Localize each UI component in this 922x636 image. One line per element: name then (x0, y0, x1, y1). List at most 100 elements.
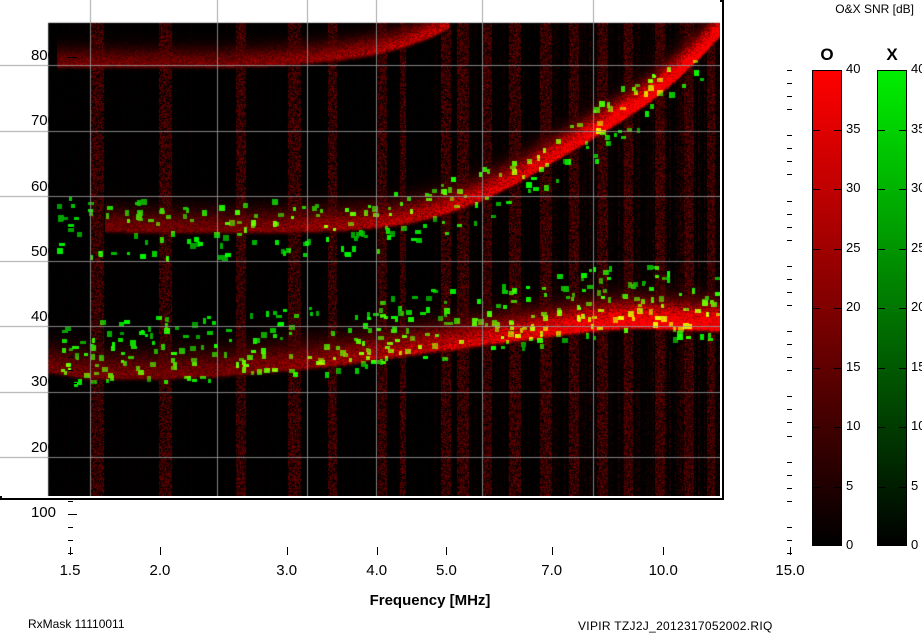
x-tick-label: 4.0 (366, 562, 388, 579)
colorbar-tick-label: 30 (846, 180, 861, 195)
y-tick-minor (787, 553, 792, 554)
y-tick-minor (787, 396, 792, 398)
colorbar-tick (812, 189, 820, 190)
y-tick-minor (68, 291, 73, 293)
y-tick-major (68, 448, 77, 450)
colorbar-tick (812, 308, 820, 309)
y-tick-minor (68, 174, 73, 176)
ionogram-plot[interactable] (0, 0, 724, 500)
y-tick-minor (787, 161, 792, 163)
colorbar-tick-label: 0 (846, 537, 854, 552)
colorbar-tick (899, 308, 907, 309)
colorbar-tick (899, 129, 907, 131)
y-tick-label: 500 (30, 242, 56, 260)
x-axis-label: Frequency [MHz] (369, 592, 491, 609)
y-tick-minor (68, 500, 73, 502)
y-tick-label: 100 (30, 503, 56, 521)
y-tick-minor (68, 213, 73, 215)
y-tick-minor (68, 161, 73, 163)
colorbar-tick (877, 189, 885, 190)
x-tick-major (159, 547, 161, 555)
colorbar-tick-label: 40 (911, 61, 922, 76)
y-tick-minor (787, 539, 792, 541)
colorbar-tick (812, 367, 820, 369)
y-tick-label: 300 (30, 373, 56, 391)
colorbar-tick-label: 15 (846, 358, 861, 374)
y-tick-minor (68, 305, 73, 306)
y-tick-minor (787, 500, 792, 502)
y-tick-minor (68, 344, 73, 346)
y-tick-major (68, 187, 77, 189)
y-tick-minor (68, 526, 73, 528)
colorbar-tick (834, 248, 842, 250)
y-tick-major (68, 513, 77, 515)
y-tick-minor (787, 174, 792, 176)
y-tick-minor (68, 396, 73, 398)
colorbar-tick-label: 20 (846, 299, 861, 314)
colorbar-tick (834, 427, 842, 428)
y-tick-minor (68, 265, 73, 267)
y-tick-minor (68, 422, 73, 424)
colorbar-tick-label: 5 (911, 477, 919, 493)
y-tick-major (68, 318, 77, 320)
colorbar-tick-label: 20 (911, 299, 922, 314)
colorbar-tick-label: 25 (911, 239, 922, 255)
colorbar-tick (834, 486, 842, 488)
colorbar-title-x: X (886, 45, 898, 64)
colorbar-tick (834, 129, 842, 131)
colorbar-tick-label: 30 (911, 180, 922, 195)
colorbar-tick (812, 248, 820, 250)
y-tick-label: 800 (30, 47, 56, 64)
colorbar-tick (899, 486, 907, 488)
y-tick-minor (68, 487, 73, 489)
y-tick-minor (787, 265, 792, 267)
y-tick-minor (787, 461, 792, 463)
y-tick-major (68, 122, 77, 124)
colorbar-tick-label: 10 (911, 418, 922, 433)
colorbar-tick-label: 0 (911, 537, 919, 552)
y-tick-label: 700 (30, 112, 56, 130)
y-tick-minor (68, 409, 73, 411)
y-tick-minor (787, 474, 792, 476)
y-tick-minor (787, 409, 792, 411)
y-tick-minor (787, 487, 792, 489)
y-tick-minor (787, 70, 792, 72)
colorbar-tick-label: 25 (846, 239, 861, 255)
y-tick-minor (787, 109, 792, 111)
x-tick-label: 5.0 (436, 562, 457, 579)
y-tick-minor (787, 213, 792, 215)
x-tick-label: 3.0 (276, 562, 298, 579)
y-tick-minor (68, 331, 73, 333)
colorbar-header-label: O&X SNR [dB] (835, 2, 914, 16)
y-tick-minor (787, 226, 792, 228)
colorbar-tick (899, 427, 907, 428)
y-tick-label: 600 (30, 177, 56, 195)
colorbar-tick-label: 5 (846, 477, 854, 493)
colorbar-tick-label: 40 (846, 61, 861, 76)
y-tick-minor (68, 435, 73, 437)
colorbar-tick (812, 427, 820, 428)
x-tick-label: 1.5 (59, 562, 81, 579)
y-tick-minor (68, 226, 73, 228)
y-tick-minor (68, 357, 73, 359)
ionogram-canvas (0, 0, 720, 496)
colorbar-tick (877, 248, 885, 250)
y-tick-minor (787, 83, 792, 85)
y-tick-minor (787, 148, 792, 150)
colorbar-tick (899, 367, 907, 369)
x-tick-label: 15.0 (775, 562, 805, 579)
x-tick-major (446, 547, 448, 555)
colorbar-tick (812, 129, 820, 131)
y-tick-label: 400 (30, 308, 56, 326)
y-tick-minor (787, 278, 792, 280)
x-tick-major (551, 547, 553, 555)
y-tick-minor (68, 96, 73, 98)
y-tick-minor (787, 357, 792, 359)
y-tick-minor (787, 422, 792, 424)
y-tick-minor (68, 461, 73, 463)
colorbar-tick (834, 308, 842, 309)
colorbar-tick (877, 427, 885, 428)
y-tick-minor (787, 96, 792, 98)
y-tick-minor (787, 305, 792, 306)
y-tick-major (68, 57, 77, 58)
